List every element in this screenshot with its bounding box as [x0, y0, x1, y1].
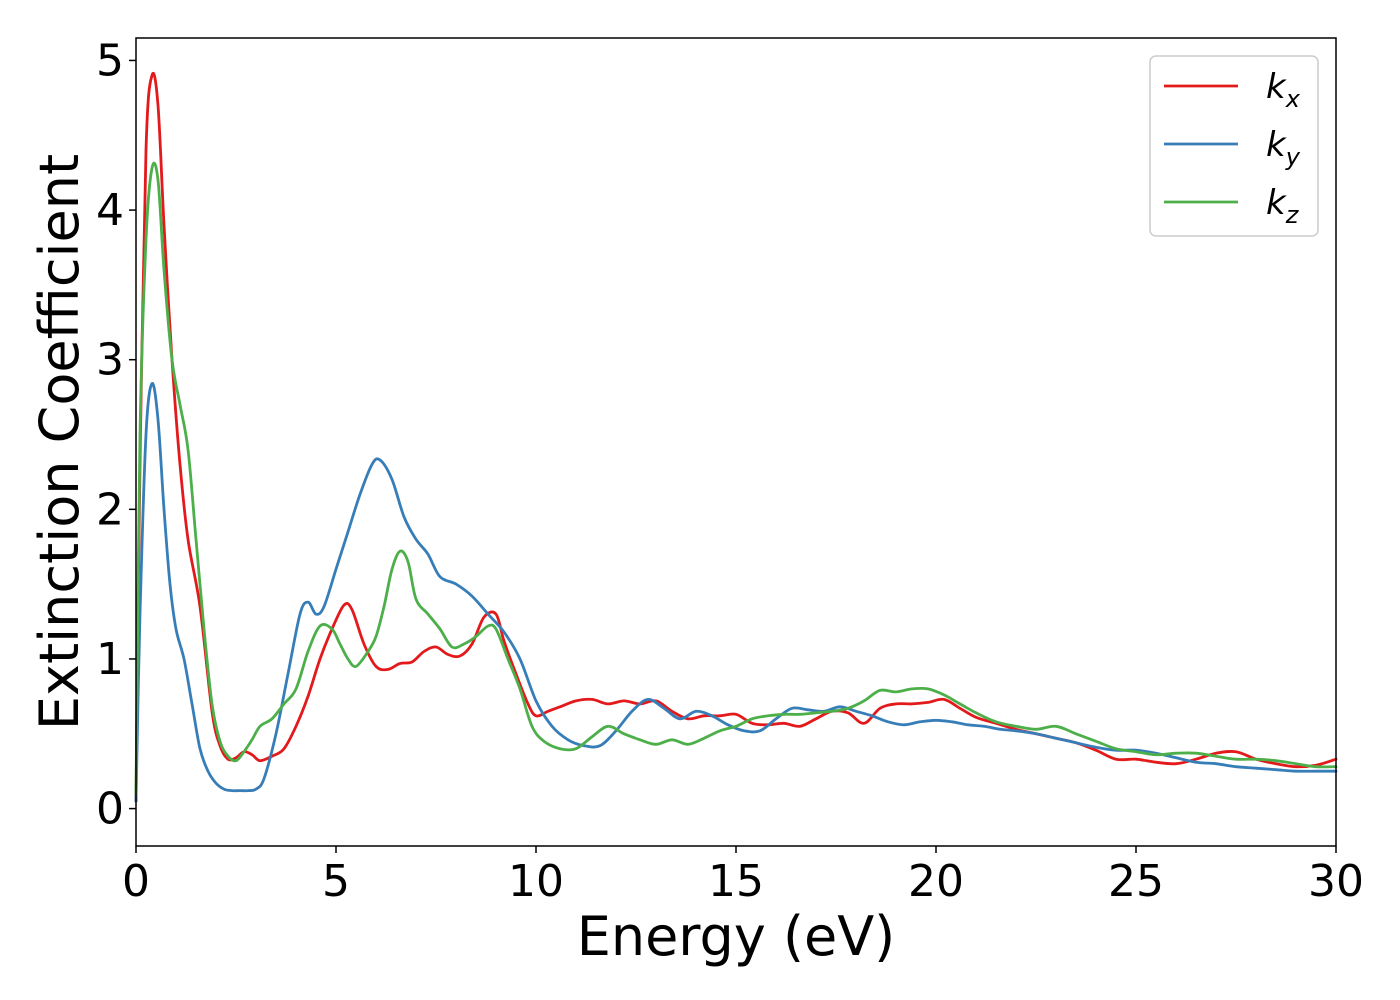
x-tick-label: 30 — [1308, 856, 1364, 907]
legend-label-z: kz — [1266, 183, 1300, 229]
y-tick-label: 4 — [96, 185, 124, 236]
y-tick-label: 0 — [96, 784, 124, 835]
series-line-z — [134, 161, 1338, 795]
y-axis: 0 1 2 3 4 5 — [96, 35, 136, 835]
x-tick-label: 10 — [508, 856, 564, 907]
x-axis-label: Energy (eV) — [577, 905, 896, 968]
legend: kx ky kz — [1149, 55, 1319, 237]
x-tick-label: 0 — [122, 856, 150, 907]
y-tick-label: 5 — [96, 35, 124, 86]
x-tick-label: 15 — [708, 856, 764, 907]
legend-label-y: ky — [1266, 125, 1301, 171]
series-line-y — [134, 382, 1338, 803]
x-tick-label: 25 — [1108, 856, 1164, 907]
legend-label-x: kx — [1266, 67, 1301, 113]
series-layer — [134, 72, 1338, 803]
x-axis: 0 5 10 15 20 25 30 — [122, 846, 1364, 907]
x-tick-label: 20 — [908, 856, 964, 907]
y-tick-label: 3 — [96, 335, 124, 386]
y-tick-label: 2 — [96, 484, 124, 535]
y-axis-label: Extinction Coefficient — [28, 154, 91, 730]
y-tick-label: 1 — [96, 634, 124, 685]
x-tick-label: 5 — [322, 856, 350, 907]
legend-box — [1149, 55, 1319, 237]
